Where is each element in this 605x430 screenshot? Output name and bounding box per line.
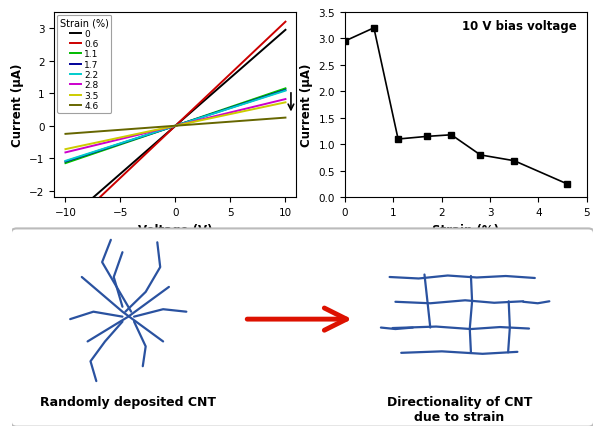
- Y-axis label: Current (μA): Current (μA): [11, 64, 24, 147]
- Text: Randomly deposited CNT: Randomly deposited CNT: [41, 395, 216, 408]
- FancyBboxPatch shape: [11, 229, 594, 427]
- Legend: 0, 0.6, 1.1, 1.7, 2.2, 2.8, 3.5, 4.6: 0, 0.6, 1.1, 1.7, 2.2, 2.8, 3.5, 4.6: [57, 15, 111, 114]
- Text: Directionality of CNT
due to strain: Directionality of CNT due to strain: [387, 395, 532, 423]
- Y-axis label: Current (μA): Current (μA): [300, 64, 313, 147]
- Text: 10 V bias voltage: 10 V bias voltage: [462, 20, 577, 33]
- X-axis label: Strain (%): Strain (%): [433, 223, 499, 236]
- X-axis label: Voltage (V): Voltage (V): [138, 223, 213, 236]
